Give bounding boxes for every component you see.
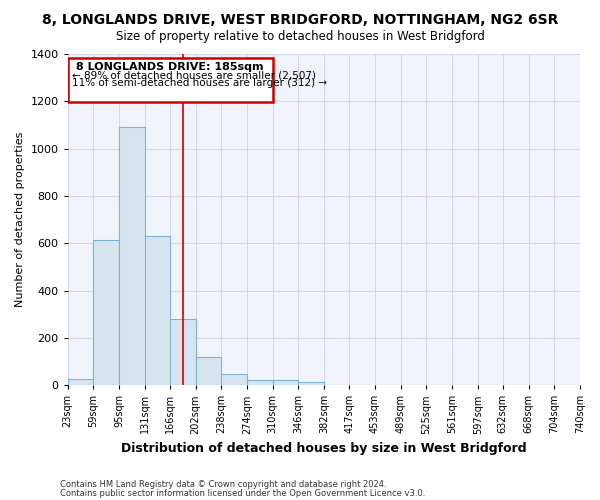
Y-axis label: Number of detached properties: Number of detached properties	[15, 132, 25, 308]
Bar	[196, 357, 221, 385]
Bar	[145, 236, 170, 385]
Bar	[94, 240, 119, 385]
Bar	[273, 380, 298, 385]
Bar	[68, 378, 94, 385]
Bar	[298, 382, 324, 385]
Text: 8, LONGLANDS DRIVE, WEST BRIDGFORD, NOTTINGHAM, NG2 6SR: 8, LONGLANDS DRIVE, WEST BRIDGFORD, NOTT…	[42, 12, 558, 26]
Text: Contains public sector information licensed under the Open Government Licence v3: Contains public sector information licen…	[60, 488, 425, 498]
Text: Contains HM Land Registry data © Crown copyright and database right 2024.: Contains HM Land Registry data © Crown c…	[60, 480, 386, 489]
X-axis label: Distribution of detached houses by size in West Bridgford: Distribution of detached houses by size …	[121, 442, 527, 455]
Bar	[247, 380, 273, 385]
Bar	[221, 374, 247, 385]
Text: Size of property relative to detached houses in West Bridgford: Size of property relative to detached ho…	[116, 30, 484, 43]
Bar	[170, 319, 196, 385]
Bar	[119, 128, 145, 385]
Text: ← 89% of detached houses are smaller (2,507): ← 89% of detached houses are smaller (2,…	[72, 70, 316, 81]
Text: 8 LONGLANDS DRIVE: 185sqm: 8 LONGLANDS DRIVE: 185sqm	[76, 62, 264, 72]
Text: 11% of semi-detached houses are larger (312) →: 11% of semi-detached houses are larger (…	[72, 78, 327, 88]
Bar	[68, 58, 273, 102]
